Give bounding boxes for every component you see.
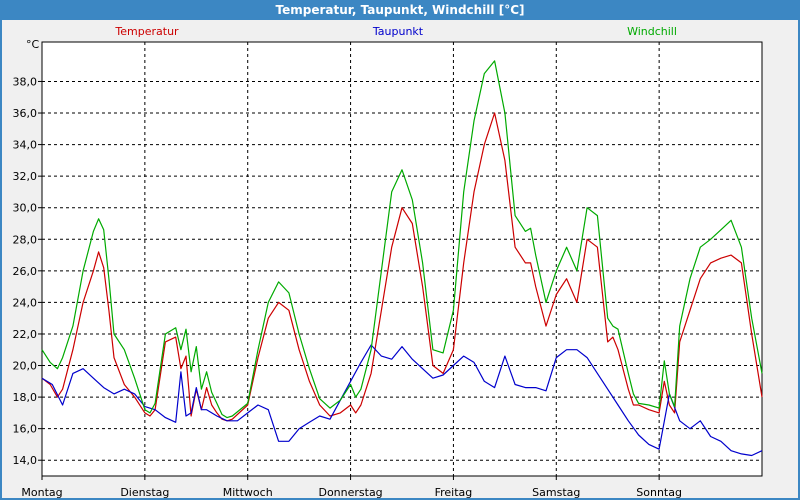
y-tick-label: 34,0 xyxy=(13,139,38,152)
series-line-taupunkt xyxy=(41,344,763,457)
x-tick-day-label: Freitag xyxy=(435,486,473,498)
y-tick-label: 24,0 xyxy=(13,296,38,309)
window-title: Temperatur, Taupunkt, Windchill [°C] xyxy=(275,3,525,17)
y-axis-unit-label: °C xyxy=(26,38,40,51)
y-tick-label: 26,0 xyxy=(13,265,38,278)
x-tick-day-label: Sonntag xyxy=(636,486,682,498)
line-chart: 14,0 16,0 18,0 20,0 22,0 24,0 26,0 28,0 30,0 32,0… xyxy=(13,25,763,498)
grid-lines xyxy=(42,42,762,476)
y-tick-label: 28,0 xyxy=(13,233,38,246)
x-tick-day-label: Donnerstag xyxy=(318,486,382,498)
x-axis-ticks: Montag29.07.13Dienstag30.07.13Mittwoch31… xyxy=(21,476,682,498)
series-line-temperatur xyxy=(41,112,763,422)
y-tick-label: 16,0 xyxy=(13,423,38,436)
legend-windchill: Windchill xyxy=(627,25,677,38)
series-line-windchill xyxy=(41,60,763,419)
y-tick-label: 32,0 xyxy=(13,170,38,183)
y-tick-label: 20,0 xyxy=(13,360,38,373)
y-tick-label: 14,0 xyxy=(13,454,38,467)
x-tick-day-label: Montag xyxy=(21,486,62,498)
x-tick-day-label: Dienstag xyxy=(120,486,169,498)
chart-panel: 14,0 16,0 18,0 20,0 22,0 24,0 26,0 28,0 30,0 32,0… xyxy=(2,20,798,498)
y-tick-label: 30,0 xyxy=(13,202,38,215)
legend-taupunkt: Taupunkt xyxy=(372,25,424,38)
y-tick-label: 38,0 xyxy=(13,75,38,88)
y-tick-label: 36,0 xyxy=(13,107,38,120)
y-axis-ticks: 14,0 16,0 18,0 20,0 22,0 24,0 26,0 28,0 30,0 32,0… xyxy=(13,75,42,467)
y-tick-label: 22,0 xyxy=(13,328,38,341)
x-tick-day-label: Samstag xyxy=(532,486,580,498)
y-tick-label: 18,0 xyxy=(13,391,38,404)
x-tick-day-label: Mittwoch xyxy=(223,486,273,498)
legend-temperatur: Temperatur xyxy=(114,25,179,38)
data-series xyxy=(41,60,763,457)
